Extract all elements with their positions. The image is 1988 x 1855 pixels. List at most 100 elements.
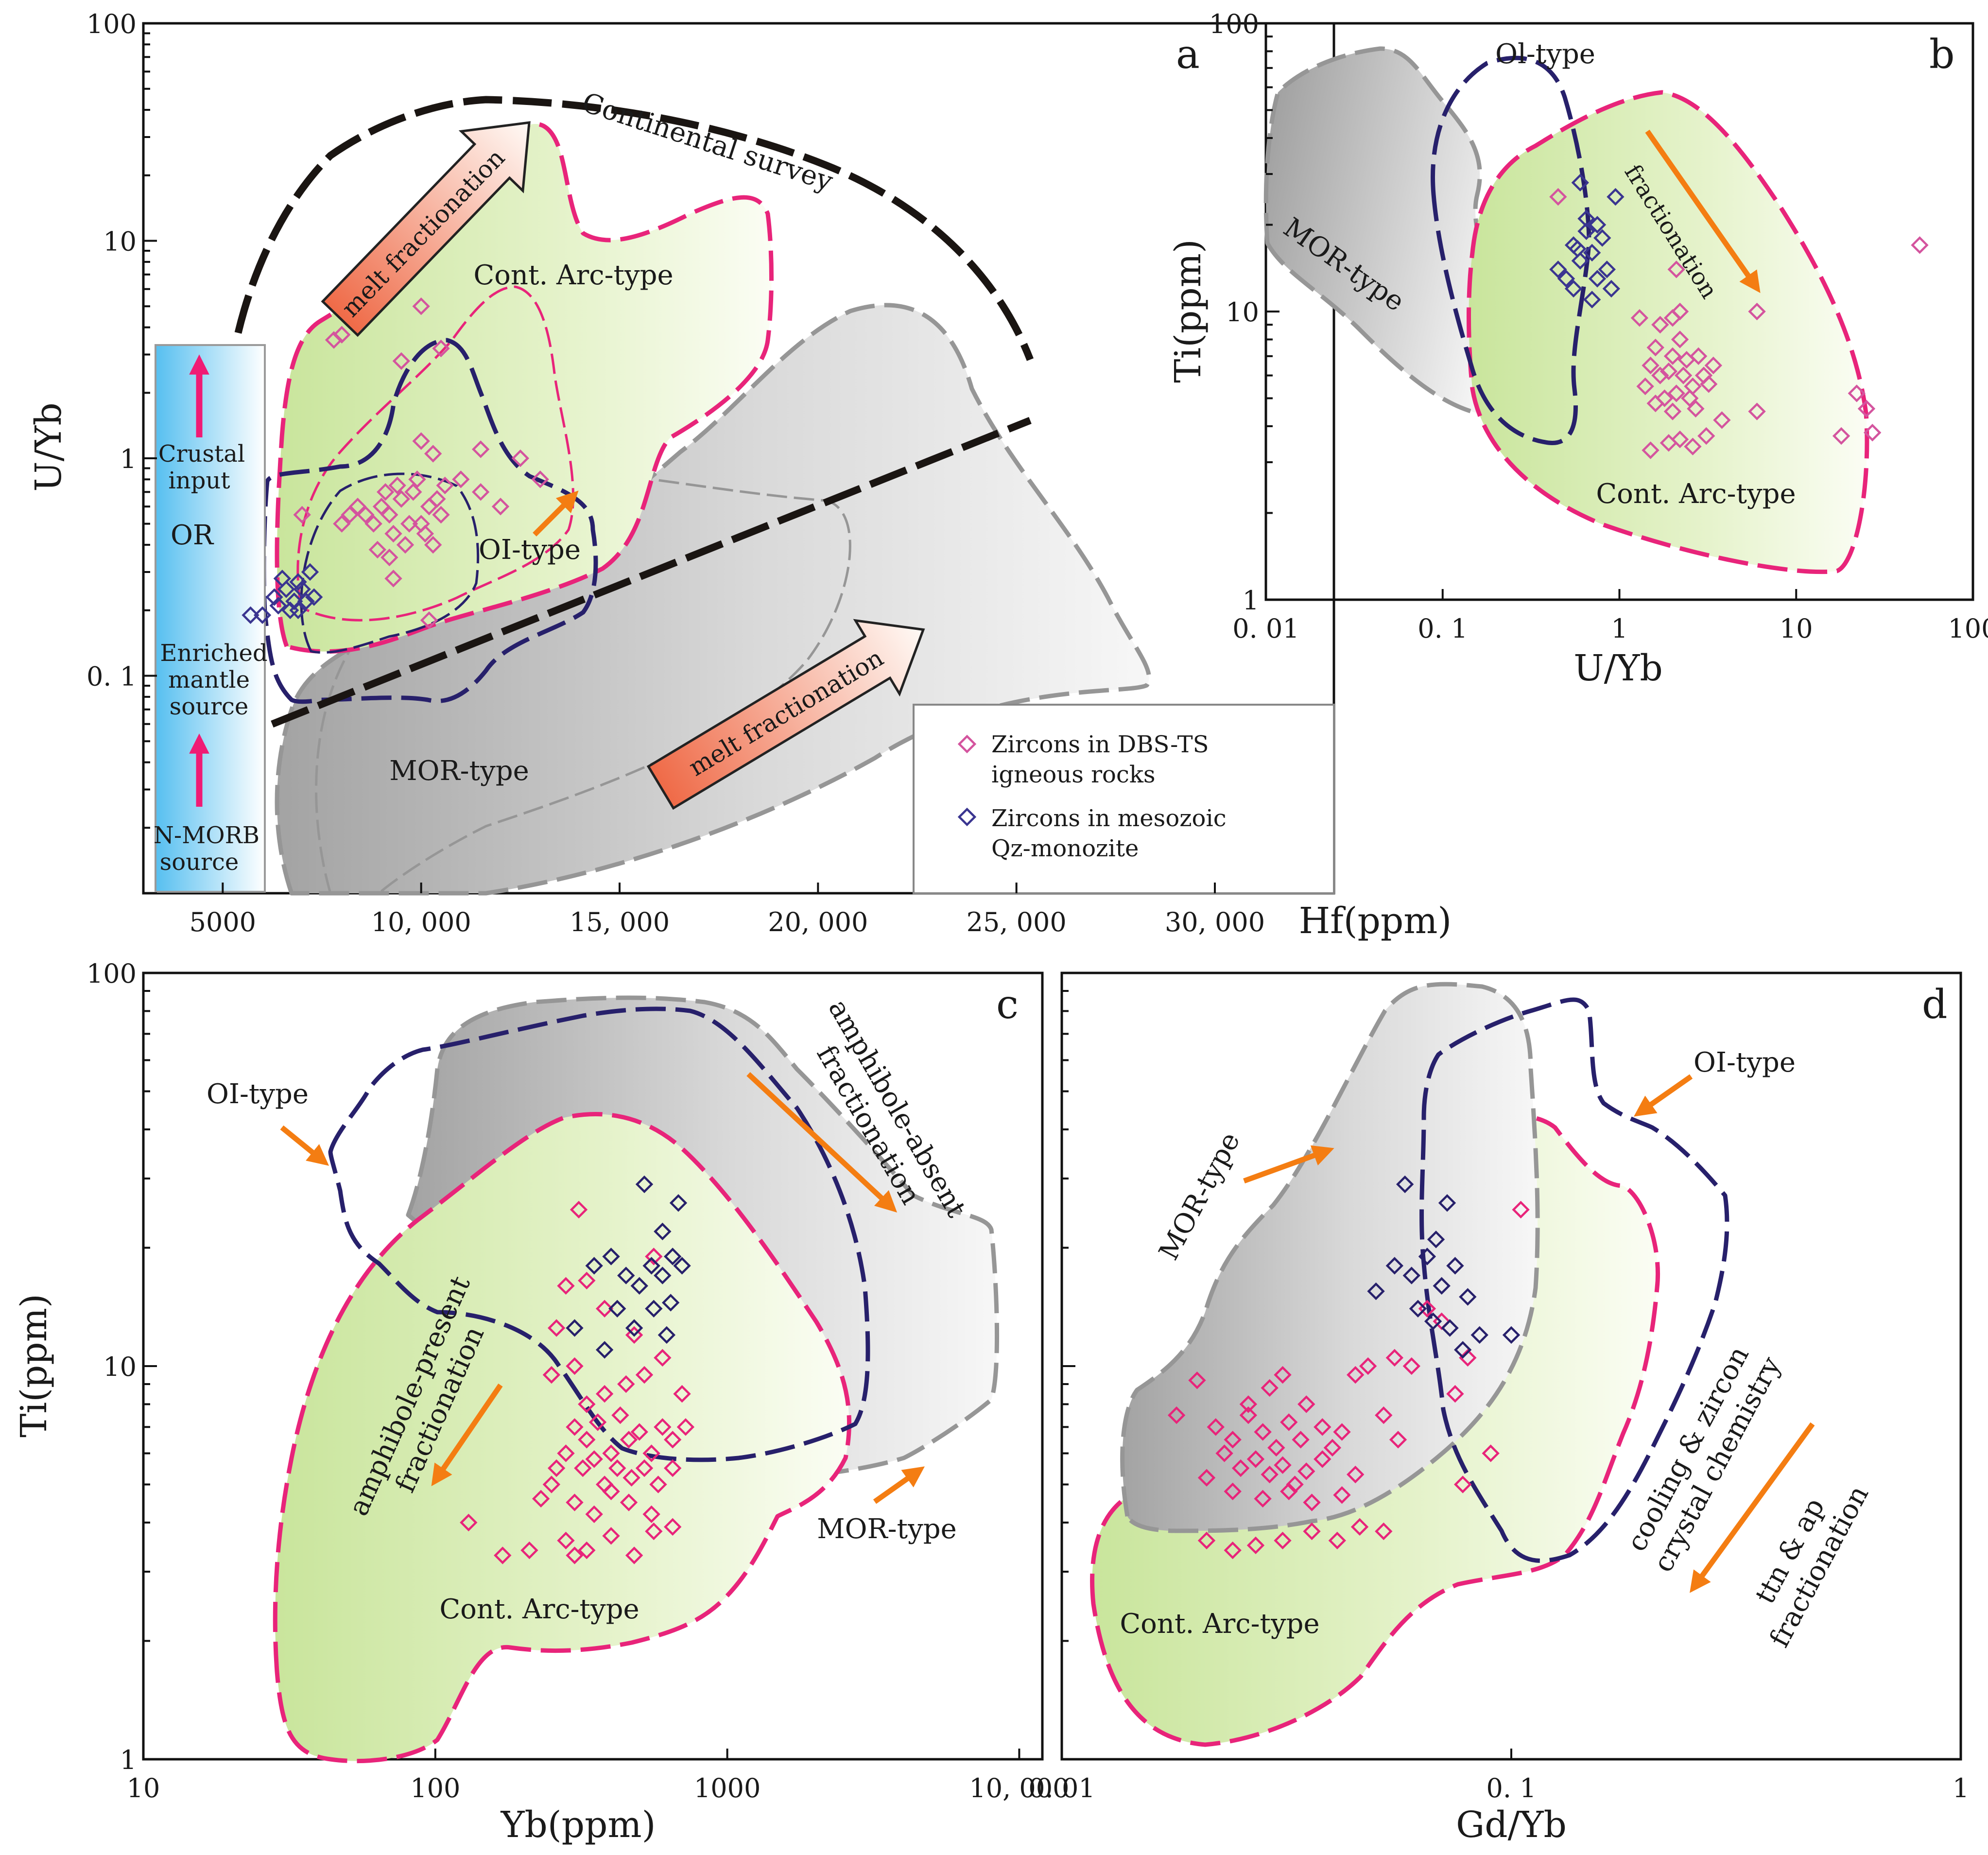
panel-b-ylabel: Ti(ppm) xyxy=(1167,239,1209,383)
data-point-dbs xyxy=(348,498,367,516)
data-point-dbs xyxy=(1512,1200,1530,1219)
or-enriched-label-2: mantle xyxy=(168,666,250,693)
data-point-mesozoic xyxy=(673,1257,691,1275)
panel-c-xlabel: Yb(ppm) xyxy=(501,1804,656,1846)
data-point-dbs xyxy=(531,470,549,488)
data-point-dbs xyxy=(1671,330,1689,348)
data-point-mesozoic xyxy=(1433,1277,1451,1295)
data-point-dbs xyxy=(392,490,411,508)
data-point-dbs xyxy=(1630,309,1649,327)
data-point-mesozoic xyxy=(285,592,303,610)
data-point-mesozoic xyxy=(289,573,307,591)
data-point-dbs xyxy=(1848,384,1866,402)
data-point-mesozoic xyxy=(661,1294,680,1312)
data-point-dbs xyxy=(1167,1406,1186,1424)
data-point-dbs xyxy=(494,1546,512,1564)
data-point-dbs xyxy=(611,1406,629,1424)
data-point-dbs xyxy=(578,1431,596,1449)
data-point-dbs xyxy=(578,1271,596,1290)
data-point-mesozoic xyxy=(654,1266,672,1284)
data-point-dbs xyxy=(1347,1465,1365,1484)
data-point-mesozoic xyxy=(1446,1257,1464,1275)
data-point-dbs xyxy=(368,540,387,559)
panel-a-cont-arc-label: Cont. Arc-type xyxy=(473,260,673,291)
data-point-mesozoic xyxy=(1607,188,1625,206)
data-point-mesozoic xyxy=(630,1277,648,1295)
data-point-mesozoic xyxy=(617,1266,635,1284)
panel-c-mor-label: MOR-type xyxy=(817,1513,956,1545)
data-point-mesozoic xyxy=(1367,1282,1385,1300)
data-point-mesozoic xyxy=(1424,1312,1442,1331)
panel-c-present-arrow xyxy=(431,1383,503,1487)
data-point-dbs xyxy=(664,1431,682,1449)
data-point-dbs xyxy=(1402,1357,1420,1375)
x-tick-label: 100 xyxy=(1948,613,1988,644)
data-point-dbs xyxy=(1267,1439,1285,1457)
data-point-dbs xyxy=(333,326,351,344)
data-point-dbs xyxy=(380,506,398,524)
legend-marker-dbs xyxy=(957,734,977,754)
data-point-mesozoic xyxy=(1549,260,1567,278)
data-point-dbs xyxy=(392,352,411,370)
data-point-dbs xyxy=(588,1413,607,1431)
data-point-dbs xyxy=(436,476,454,495)
panel-b-xlabel: U/Yb xyxy=(1573,647,1663,689)
y-tick-label: 100 xyxy=(86,958,137,989)
data-point-mesozoic xyxy=(595,1341,614,1359)
data-point-dbs xyxy=(1323,1439,1342,1457)
data-point-dbs xyxy=(1832,427,1850,445)
data-point-dbs xyxy=(1314,1418,1331,1436)
data-point-dbs xyxy=(1389,1431,1407,1449)
data-point-dbs xyxy=(1667,384,1685,402)
legend-dbs-line1: Zircons in DBS-TS xyxy=(991,731,1209,758)
panel-a-oi-label: OI-type xyxy=(479,534,581,566)
data-point-dbs xyxy=(1347,1366,1365,1384)
data-point-dbs xyxy=(1314,1450,1331,1468)
panel-b-letter: b xyxy=(1929,32,1955,78)
data-point-dbs xyxy=(520,1541,538,1560)
data-point-dbs xyxy=(1261,1465,1279,1484)
data-point-dbs xyxy=(1280,1482,1298,1501)
data-point-mesozoic xyxy=(1598,260,1616,278)
data-point-mesozoic xyxy=(297,592,315,610)
data-point-dbs xyxy=(388,476,406,495)
data-point-dbs xyxy=(1681,389,1699,407)
data-point-dbs xyxy=(1333,1423,1351,1441)
data-point-mesozoic xyxy=(585,1257,603,1275)
data-point-dbs xyxy=(341,506,359,524)
data-point-dbs xyxy=(642,1505,660,1523)
data-point-mesozoic xyxy=(608,1300,626,1318)
data-point-dbs xyxy=(570,1200,588,1219)
panel-a-legend: Zircons in DBS-TS igneous rocks Zircons … xyxy=(913,704,1335,894)
data-point-dbs xyxy=(664,1518,682,1536)
data-point-dbs xyxy=(1246,1450,1265,1468)
data-point-dbs xyxy=(645,1248,663,1266)
data-point-dbs xyxy=(293,506,311,524)
data-point-dbs xyxy=(416,525,434,543)
data-point-mesozoic xyxy=(1396,1175,1414,1194)
panel-a-points xyxy=(242,297,549,629)
data-point-dbs xyxy=(1660,434,1678,452)
data-point-dbs xyxy=(673,1385,691,1403)
data-point-dbs xyxy=(608,1459,626,1477)
legend-marker-meso xyxy=(957,807,977,827)
data-point-dbs xyxy=(1459,1349,1477,1367)
data-point-dbs xyxy=(1350,1518,1369,1536)
data-point-dbs xyxy=(602,1482,620,1501)
data-point-dbs xyxy=(1748,302,1766,321)
data-point-dbs xyxy=(380,548,398,567)
data-point-mesozoic xyxy=(602,1248,620,1266)
panel-a-letter: a xyxy=(1176,32,1200,78)
panel-d-oi-arrow xyxy=(1633,1074,1693,1117)
data-point-mesozoic xyxy=(1577,209,1595,228)
y-tick-label: 1 xyxy=(1243,585,1259,616)
data-point-mesozoic xyxy=(1571,252,1589,270)
legend-meso-line2: Qz-monozite xyxy=(991,835,1139,862)
data-point-dbs xyxy=(372,498,391,516)
x-tick-label: 10 xyxy=(127,1773,160,1803)
x-tick-label: 30, 000 xyxy=(1165,907,1265,937)
panel-c: OI-type MOR-type Cont. Arc-type amphibol… xyxy=(13,958,1069,1846)
data-point-dbs xyxy=(625,1326,643,1344)
panel-c-oi-arrow xyxy=(280,1125,329,1166)
or-enriched-label-3: source xyxy=(170,693,249,720)
